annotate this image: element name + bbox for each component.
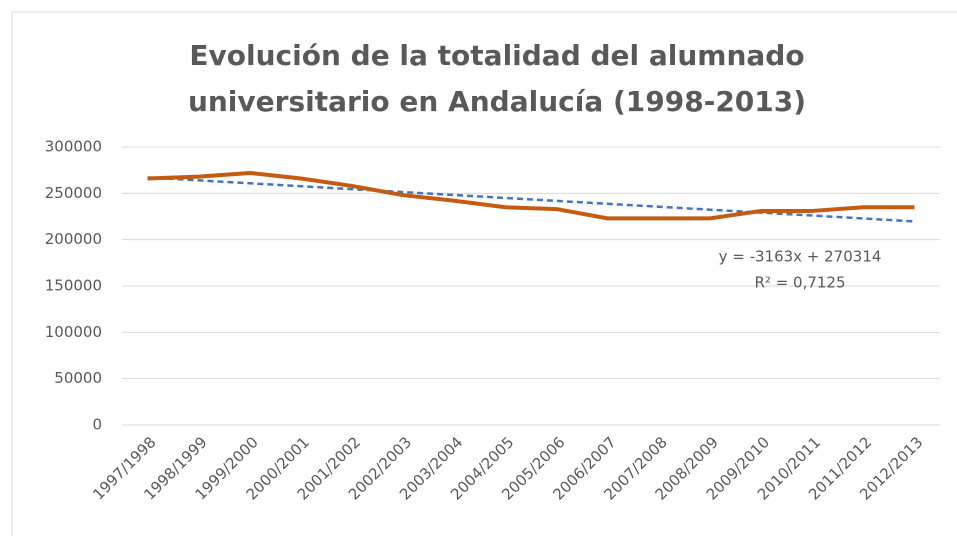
y-tick-label: 300000 — [45, 138, 102, 156]
trendline-equation: y = -3163x + 270314 — [719, 248, 882, 266]
y-tick-label: 50000 — [54, 369, 102, 387]
y-tick-label: 0 — [92, 416, 102, 434]
chart-title: Evolución de la totalidad del alumnado — [189, 39, 804, 72]
y-tick-label: 200000 — [45, 230, 102, 248]
chart-title: universitario en Andalucía (1998-2013) — [188, 85, 806, 118]
data-line — [147, 170, 915, 221]
trendline — [147, 176, 915, 223]
trendline-r2: R² = 0,7125 — [754, 274, 845, 292]
chart-border — [11, 11, 957, 536]
y-tick-label: 250000 — [45, 184, 102, 202]
y-tick-label: 150000 — [45, 277, 102, 295]
y-tick-label: 100000 — [45, 323, 102, 341]
